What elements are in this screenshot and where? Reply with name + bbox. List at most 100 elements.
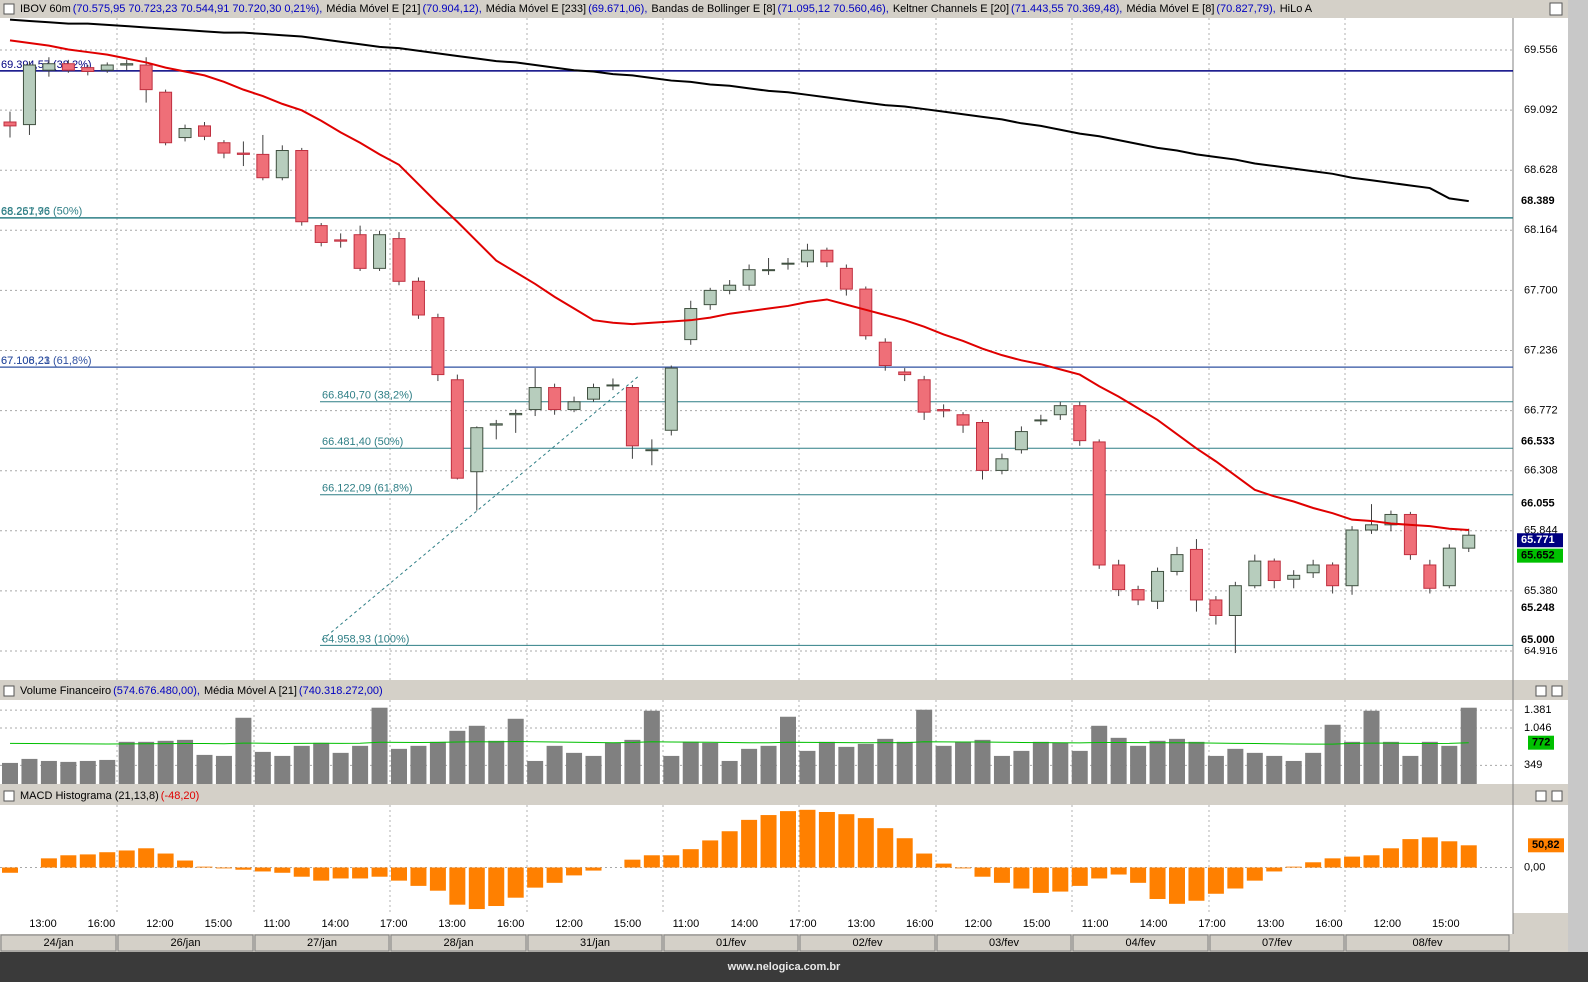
volume-bar [935,745,952,784]
volume-bar [99,759,116,784]
macd-bar [1266,867,1283,872]
macd-bar [1052,867,1069,892]
fib-label: 68.261,96 (50%) [1,206,82,218]
fib-label: 64.958,93 (100%) [322,633,409,645]
x-tick-label: 17:00 [380,918,408,930]
macd-bar [1110,867,1127,875]
macd-bar [1324,858,1341,868]
candle-body [61,63,75,71]
header-name: Volume Financeiro [20,685,111,697]
panel-button[interactable] [3,685,15,697]
volume-bar [215,755,232,784]
volume-bar [624,739,641,784]
fib-label: 66.122,09 (61,8%) [322,483,413,495]
macd-bar [721,831,738,868]
line-series [9,39,1469,532]
window-button[interactable] [1551,685,1563,697]
price-badge [1517,600,1563,615]
volume-bar [196,754,213,784]
candle-body [1423,564,1437,589]
macd-bar [488,867,505,907]
volume-bar [40,760,57,784]
panel-button[interactable] [3,790,15,802]
macd-bar [157,853,174,868]
x-tick-label: 13:00 [29,918,57,930]
candle-body [898,371,912,376]
price-badge [1517,194,1563,209]
candle-body [1287,574,1301,580]
volume-bar [1285,760,1302,784]
candle-body [1345,529,1359,587]
window-button[interactable] [1551,790,1563,802]
panel-header: Volume Financeiro (574.676.480,00), Média … [20,685,383,697]
macd-bar [1091,867,1108,879]
macd-bar [1032,867,1049,893]
candle-body [1151,570,1165,602]
volume-bar [1460,707,1477,784]
macd-bar [663,855,680,868]
candle-body [295,150,309,223]
macd-bar [1441,841,1458,868]
macd-bar [118,850,135,868]
header-name: Média Móvel A [21] [204,685,297,697]
window-button[interactable] [1549,2,1563,16]
candle-body [1228,585,1242,616]
volume-bar [663,755,680,784]
candle-body [917,379,931,413]
y-tick-label: 67.700 [1524,284,1558,296]
volume-bar [799,750,816,784]
x-tick-label: 15:00 [205,918,233,930]
x-tick-label: 11:00 [1082,918,1109,930]
candle-body [256,153,270,179]
macd-bar [643,855,660,868]
volume-bar [1266,755,1283,784]
date-cell [663,934,799,952]
macd-bar [877,828,894,868]
panel-button[interactable] [3,3,15,15]
volume-bar [682,741,699,784]
candle-body [1306,564,1320,574]
price-badge-label: 65.771 [1521,534,1555,546]
macd-bar [1460,845,1477,868]
window-button[interactable] [1535,790,1547,802]
volume-bar [274,755,291,784]
x-tick-label: 14:00 [731,918,759,930]
volume-bar [157,740,174,784]
date-label: 04/fev [1126,937,1156,949]
volume-bar [488,740,505,784]
candle-body [1034,419,1048,422]
candle-body [100,64,114,71]
candle-body [1014,431,1028,451]
macd-bar [974,867,991,877]
candle-body [995,458,1009,471]
panel-header: MACD Histograma (21,13,8) (-48,20) [20,790,199,802]
candle-body [1365,524,1378,531]
macd-bar [1421,837,1438,868]
y-tick-label: 69.556 [1524,44,1558,56]
candle-body [334,239,348,242]
macd-bar [838,814,855,868]
candle-body [373,234,387,269]
x-tick-label: 16:00 [1315,918,1343,930]
macd-bar [254,867,271,872]
x-tick-label: 13:00 [848,918,876,930]
x-tick-label: 15:00 [1432,918,1460,930]
volume-bar [896,741,913,784]
candle-body [587,387,600,400]
candle-body [742,269,756,286]
y-tick-label: 67.236 [1524,344,1558,356]
y-tick-label: 1.046 [1524,722,1552,734]
macd-bar [1402,839,1419,868]
header-name: IBOV 60m [20,3,71,15]
y-tick-label: 1.381 [1524,704,1552,716]
candle-body [392,238,406,282]
macd-bar [1305,862,1322,868]
macd-bar [235,867,252,870]
window-button[interactable] [1535,685,1547,697]
macd-bar [1285,866,1302,868]
candle-body [450,379,464,479]
date-cell [1209,934,1345,952]
macd-bar [760,815,777,868]
candle-body [1248,560,1262,587]
macd-bar [429,867,446,891]
